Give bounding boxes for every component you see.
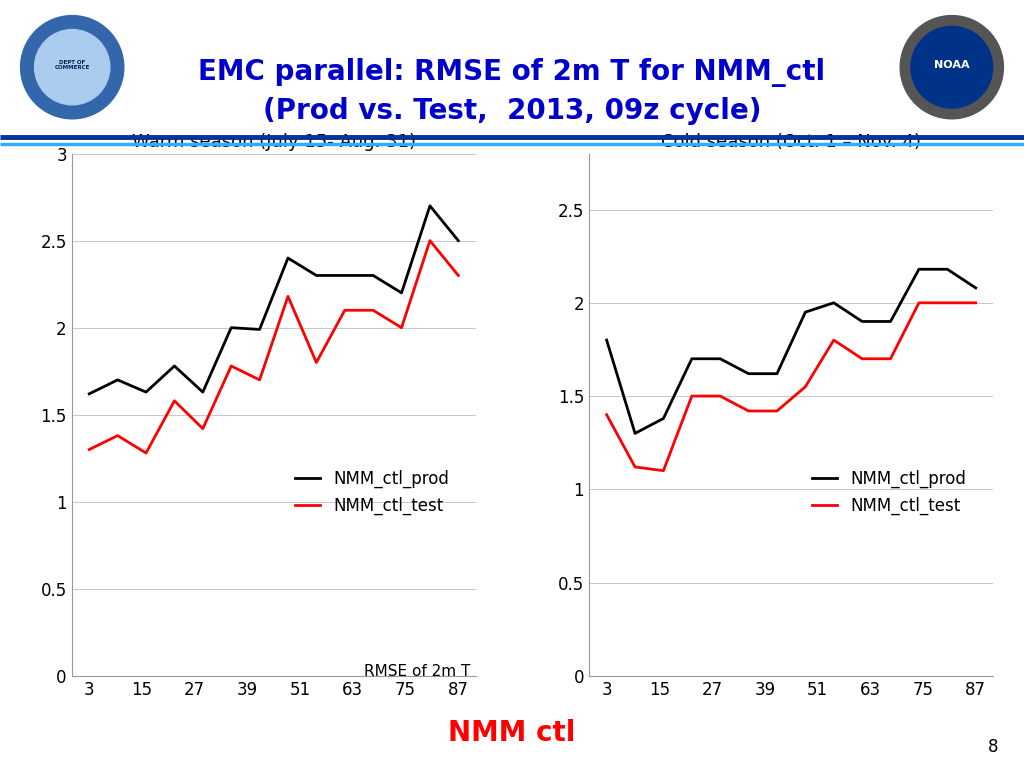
NMM_ctl_test bbox=[714, 392, 726, 401]
Circle shape bbox=[20, 15, 124, 119]
Text: DEPT OF
COMMERCE: DEPT OF COMMERCE bbox=[54, 60, 90, 71]
NMM_ctl_test bbox=[367, 306, 379, 315]
NMM_ctl_prod bbox=[742, 369, 755, 379]
NMM_ctl_prod bbox=[140, 388, 153, 397]
NMM_ctl_test bbox=[912, 298, 925, 307]
NMM_ctl_test bbox=[742, 406, 755, 415]
NMM_ctl_prod bbox=[282, 253, 294, 263]
Legend: NMM_ctl_prod, NMM_ctl_test: NMM_ctl_prod, NMM_ctl_test bbox=[805, 463, 973, 521]
NMM_ctl_test bbox=[225, 362, 238, 371]
NMM_ctl_prod bbox=[225, 323, 238, 333]
Text: NMM ctl: NMM ctl bbox=[449, 720, 575, 747]
NMM_ctl_test bbox=[83, 445, 95, 454]
NMM_ctl_test bbox=[799, 382, 811, 392]
NMM_ctl_prod bbox=[941, 265, 953, 274]
NMM_ctl_prod bbox=[686, 354, 698, 363]
NMM_ctl_test bbox=[771, 406, 783, 415]
Legend: NMM_ctl_prod, NMM_ctl_test: NMM_ctl_prod, NMM_ctl_test bbox=[288, 463, 456, 521]
NMM_ctl_prod bbox=[83, 389, 95, 399]
NMM_ctl_prod bbox=[629, 429, 641, 438]
Line: NMM_ctl_test: NMM_ctl_test bbox=[606, 303, 976, 471]
NMM_ctl_test bbox=[827, 336, 840, 345]
NMM_ctl_test bbox=[424, 236, 436, 245]
NMM_ctl_test bbox=[395, 323, 408, 333]
NMM_ctl_prod bbox=[771, 369, 783, 379]
Title: Warm season (July 15- Aug. 31): Warm season (July 15- Aug. 31) bbox=[132, 133, 416, 151]
NMM_ctl_prod bbox=[453, 236, 465, 245]
Line: NMM_ctl_prod: NMM_ctl_prod bbox=[606, 270, 976, 433]
NMM_ctl_test bbox=[600, 410, 612, 419]
NMM_ctl_test bbox=[856, 354, 868, 363]
NMM_ctl_prod bbox=[714, 354, 726, 363]
NMM_ctl_test bbox=[112, 431, 124, 440]
NMM_ctl_prod bbox=[885, 317, 897, 326]
NMM_ctl_prod bbox=[395, 288, 408, 297]
Title: Cold season (Oct. 1 – Nov. 4): Cold season (Oct. 1 – Nov. 4) bbox=[662, 133, 922, 151]
NMM_ctl_test bbox=[629, 462, 641, 472]
NMM_ctl_test bbox=[140, 449, 153, 458]
NMM_ctl_prod bbox=[600, 336, 612, 345]
Circle shape bbox=[35, 29, 110, 105]
NMM_ctl_test bbox=[254, 376, 266, 385]
Circle shape bbox=[900, 15, 1004, 119]
NMM_ctl_prod bbox=[799, 307, 811, 316]
NMM_ctl_prod bbox=[339, 271, 351, 280]
NMM_ctl_test bbox=[885, 354, 897, 363]
NMM_ctl_test bbox=[941, 298, 953, 307]
Circle shape bbox=[911, 26, 992, 108]
NMM_ctl_prod bbox=[657, 414, 670, 423]
NMM_ctl_prod bbox=[424, 201, 436, 210]
NMM_ctl_test bbox=[197, 424, 209, 433]
Text: 8: 8 bbox=[988, 739, 998, 756]
NMM_ctl_prod bbox=[827, 298, 840, 307]
NMM_ctl_prod bbox=[856, 317, 868, 326]
Text: NOAA: NOAA bbox=[934, 60, 970, 70]
NMM_ctl_prod bbox=[912, 265, 925, 274]
NMM_ctl_test bbox=[686, 392, 698, 401]
Text: EMC parallel: RMSE of 2m T for NMM_ctl: EMC parallel: RMSE of 2m T for NMM_ctl bbox=[199, 58, 825, 88]
NMM_ctl_prod bbox=[310, 271, 323, 280]
NMM_ctl_test bbox=[339, 306, 351, 315]
NMM_ctl_test bbox=[970, 298, 982, 307]
Line: NMM_ctl_prod: NMM_ctl_prod bbox=[89, 206, 459, 394]
NMM_ctl_test bbox=[310, 358, 323, 367]
Text: RMSE of 2m T: RMSE of 2m T bbox=[365, 664, 471, 680]
NMM_ctl_prod bbox=[367, 271, 379, 280]
Text: (Prod vs. Test,  2013, 09z cycle): (Prod vs. Test, 2013, 09z cycle) bbox=[263, 98, 761, 125]
NMM_ctl_prod bbox=[197, 388, 209, 397]
Line: NMM_ctl_test: NMM_ctl_test bbox=[89, 240, 459, 453]
NMM_ctl_test bbox=[657, 466, 670, 475]
NMM_ctl_prod bbox=[168, 362, 180, 371]
NMM_ctl_prod bbox=[254, 325, 266, 334]
NMM_ctl_test bbox=[168, 396, 180, 406]
NMM_ctl_prod bbox=[970, 283, 982, 293]
NMM_ctl_prod bbox=[112, 376, 124, 385]
NMM_ctl_test bbox=[282, 292, 294, 301]
NMM_ctl_test bbox=[453, 271, 465, 280]
